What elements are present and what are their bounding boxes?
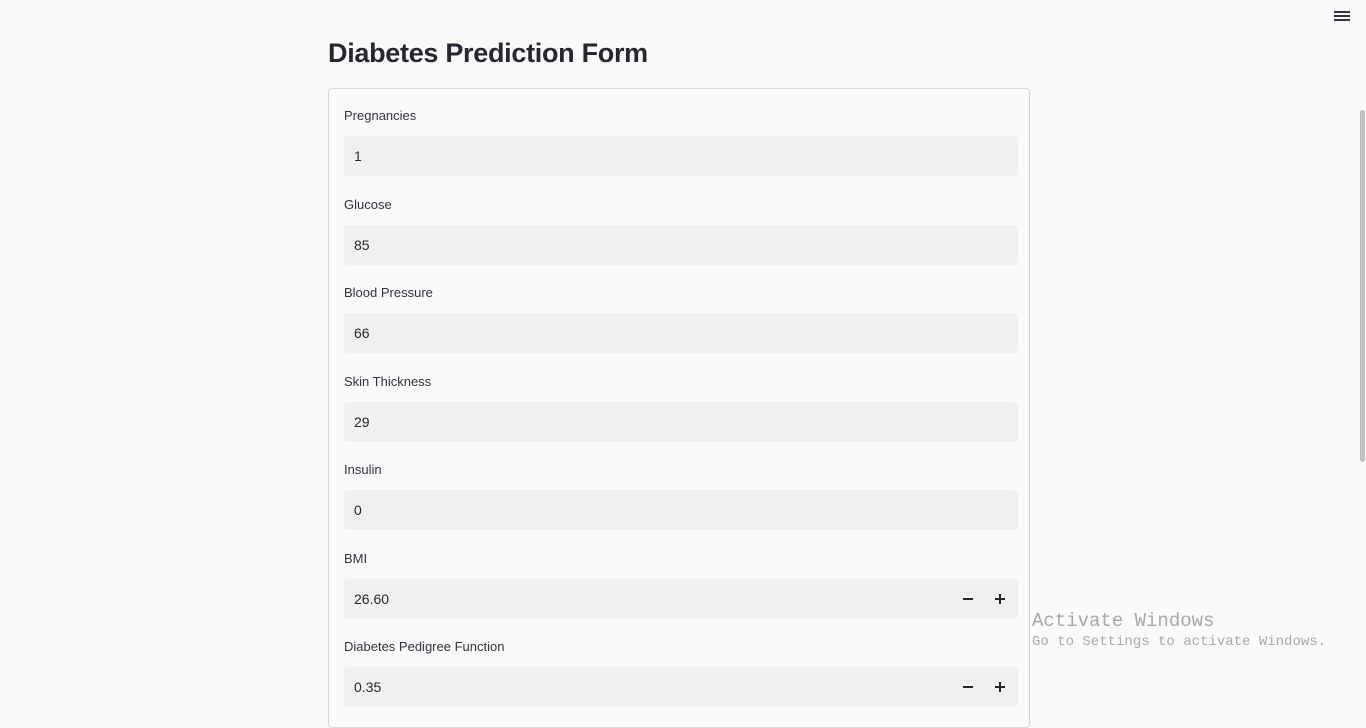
increment-button[interactable] xyxy=(984,667,1016,707)
decrement-button[interactable] xyxy=(952,667,984,707)
number-input[interactable]: 85 xyxy=(344,224,1018,265)
field-label: Insulin xyxy=(344,462,382,477)
number-input[interactable]: 29 xyxy=(344,401,1018,442)
number-input[interactable]: 1 xyxy=(344,136,1018,176)
field-label: Diabetes Pedigree Function xyxy=(344,639,505,654)
form: Pregnancies 1 Glucose 85 Blood Pressure 66 Ski… xyxy=(328,88,1030,728)
number-input[interactable]: 0 xyxy=(344,490,1018,530)
watermark-subtitle: Go to Settings to activate Windows. xyxy=(1032,634,1327,650)
number-input[interactable]: 26.60 xyxy=(344,578,1018,619)
number-input[interactable]: 66 xyxy=(344,313,1018,353)
menu-button[interactable] xyxy=(1334,10,1350,24)
field-label: Blood Pressure xyxy=(344,285,433,300)
page-title: Diabetes Prediction Form xyxy=(328,38,648,68)
field-label: BMI xyxy=(344,550,368,566)
field-label: Pregnancies xyxy=(344,108,417,123)
field-label: Glucose xyxy=(344,196,392,212)
field-label: Skin Thickness xyxy=(344,373,432,389)
number-input[interactable]: 0.35 xyxy=(344,667,1018,707)
increment-button[interactable] xyxy=(984,579,1016,619)
watermark-title: Activate Windows xyxy=(1032,610,1215,632)
decrement-button[interactable] xyxy=(952,579,984,619)
page: {"header": {"title": "Diabetes Predictio… xyxy=(328,10,1365,728)
scrollbar[interactable] xyxy=(1360,110,1365,462)
